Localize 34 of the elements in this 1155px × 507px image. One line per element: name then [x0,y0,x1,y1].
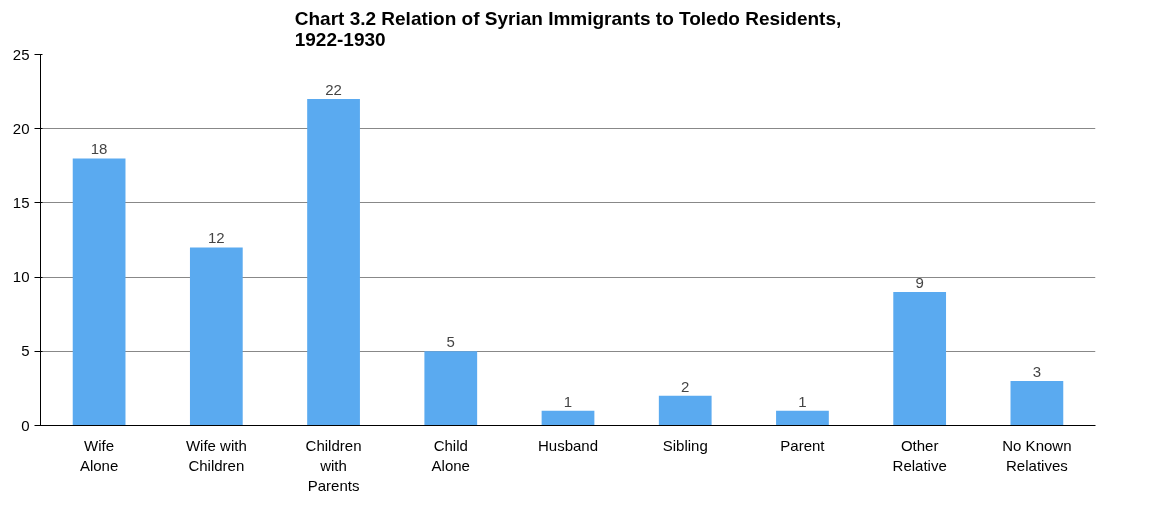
data-label: 1 [798,392,807,410]
x-tick-label: Other Relative [892,436,947,474]
x-tick-label: Sibling [662,436,708,454]
bar [72,158,126,426]
bar [307,99,360,426]
data-label: 2 [681,377,690,395]
bar [893,291,947,426]
bar [424,351,478,426]
data-label: 22 [325,81,342,99]
x-tick-label: Husband [537,436,599,454]
y-tick-label: 20 [12,119,30,137]
x-tick-label: Children with Parents [305,436,362,495]
chart-title: Chart 3.2 Relation of Syrian Immigrants to Toledo Residents, 1922-1930 [294,7,842,50]
bar [541,410,595,426]
data-label: 18 [90,140,108,158]
y-tick-label: 25 [12,45,30,63]
x-tick-label: Wife with Children [185,436,247,474]
data-label: 5 [446,333,455,351]
x-tick-label: Wife Alone [79,436,119,474]
y-tick-label: 5 [21,342,30,360]
data-label: 9 [915,273,924,291]
bar [1010,380,1064,426]
y-tick-label: 10 [12,268,30,286]
data-label: 1 [563,392,573,410]
y-tick-label: 0 [21,416,30,434]
bar [776,410,829,426]
x-tick-label: Parent [780,436,826,454]
y-tick-label: 15 [12,193,30,211]
data-label: 12 [207,229,225,247]
bar [658,395,712,426]
data-label: 3 [1032,362,1042,380]
bar [189,247,243,426]
x-tick-label: Child Alone [431,436,470,474]
x-tick-label: No Known Relatives [1002,436,1072,474]
